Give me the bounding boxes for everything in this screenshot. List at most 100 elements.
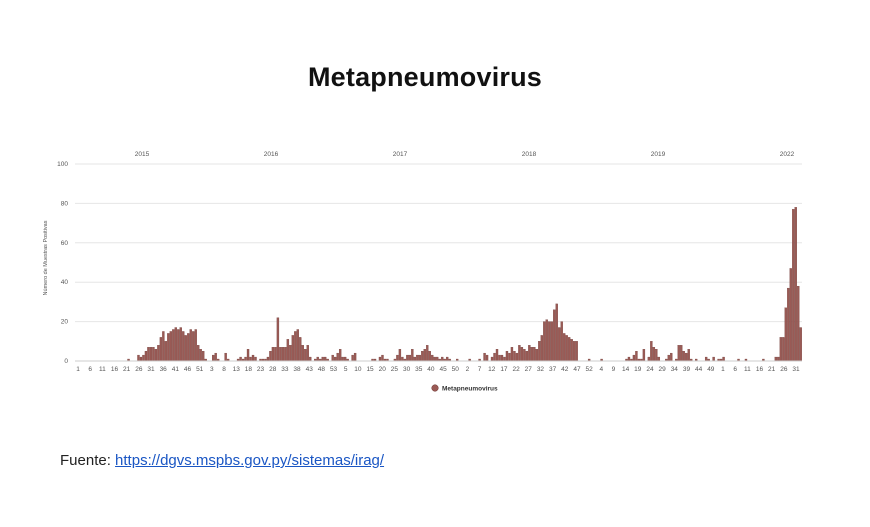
bar	[553, 309, 556, 362]
bar	[182, 331, 185, 362]
x-tick-label: 13	[233, 366, 241, 373]
source-link[interactable]: https://dgvs.mspbs.gov.py/sistemas/irag/	[115, 452, 385, 469]
x-tick-label: 35	[415, 366, 423, 373]
bar	[224, 352, 227, 362]
bar	[518, 345, 521, 362]
year-label: 2019	[651, 151, 666, 158]
y-tick-label: 60	[61, 240, 69, 247]
bar	[560, 321, 563, 362]
bar	[421, 350, 424, 362]
x-tick-label: 28	[269, 366, 277, 373]
bar	[565, 335, 568, 362]
y-tick-label: 0	[64, 358, 68, 365]
bar	[331, 354, 334, 362]
bar	[528, 345, 531, 362]
bar	[174, 327, 178, 362]
bar	[441, 356, 444, 362]
bar	[540, 335, 543, 362]
bar	[682, 350, 685, 362]
x-tick-label: 6	[733, 366, 737, 373]
x-tick-label: 21	[768, 366, 776, 373]
bar	[777, 356, 780, 362]
bar	[157, 345, 160, 362]
y-tick-label: 80	[61, 200, 69, 207]
x-tick-label: 23	[257, 366, 265, 373]
bar	[490, 356, 494, 362]
grid-lines	[75, 163, 802, 323]
bar	[799, 327, 802, 362]
bar	[321, 356, 324, 362]
bar	[239, 356, 242, 362]
x-tick-label: 19	[634, 366, 642, 373]
bar	[187, 333, 190, 362]
x-tick-label: 10	[354, 366, 362, 373]
x-tick-label: 47	[573, 366, 581, 373]
x-tick-label: 20	[379, 366, 387, 373]
x-tick-label: 32	[537, 366, 545, 373]
bar	[523, 349, 526, 362]
bar	[167, 333, 170, 362]
bar	[520, 347, 524, 362]
bar	[792, 209, 795, 362]
x-tick-label: 42	[561, 366, 569, 373]
bar	[299, 337, 302, 362]
bar	[548, 321, 551, 362]
bar	[142, 354, 145, 362]
bar	[483, 352, 486, 362]
bar	[249, 356, 252, 362]
bar	[152, 347, 155, 362]
bars	[127, 207, 802, 362]
bar	[309, 356, 312, 362]
x-tick-label: 48	[318, 366, 326, 373]
y-axis-label-group: Número de Muestras Positivas	[43, 220, 49, 295]
bar	[381, 354, 384, 362]
bar	[498, 354, 501, 362]
bar	[543, 321, 546, 362]
x-tick-label: 16	[111, 366, 119, 373]
year-label: 2017	[393, 151, 408, 158]
bar	[351, 354, 354, 362]
bar	[685, 352, 688, 362]
x-tick-label: 49	[707, 366, 715, 373]
bar	[401, 356, 404, 362]
bar	[635, 350, 638, 362]
y-tick-label: 100	[57, 161, 68, 168]
bar	[172, 329, 175, 362]
source-note: Fuente: https://dgvs.mspbs.gov.py/sistem…	[60, 452, 384, 469]
x-tick-label: 12	[488, 366, 496, 373]
bar	[306, 345, 309, 362]
bar	[677, 345, 680, 362]
bar	[281, 347, 285, 362]
bar	[797, 285, 800, 362]
bar	[254, 356, 257, 362]
page-title: Metapneumovirus	[307, 62, 543, 92]
bar	[563, 333, 566, 362]
bar	[199, 349, 202, 362]
y-tick-label: 20	[61, 319, 69, 326]
x-tick-labels: 1 6 11 16 21 26 31 36 41 46 51 3 8 13 18 23 28 33 38 43 48 53…	[76, 366, 800, 373]
source-label: Fuente:	[60, 452, 111, 469]
x-tick-label: 8	[222, 366, 226, 373]
bar	[667, 354, 670, 362]
bar	[179, 327, 182, 362]
bar	[276, 317, 280, 362]
x-tick-label: 27	[525, 366, 533, 373]
bar	[485, 354, 489, 362]
legend[interactable]: Metapneumovirus	[431, 384, 498, 393]
x-tick-label: 51	[196, 366, 204, 373]
bar	[294, 331, 297, 362]
x-tick-label: 3	[210, 366, 214, 373]
bar	[192, 331, 195, 362]
year-label: 2015	[135, 151, 150, 158]
bar	[794, 207, 797, 362]
x-tick-label: 53	[330, 366, 338, 373]
x-tick-label: 24	[646, 366, 654, 373]
bar	[627, 356, 631, 362]
x-tick-label: 44	[695, 366, 703, 373]
bar	[428, 350, 431, 362]
bar	[652, 347, 656, 362]
x-tick-label: 15	[366, 366, 374, 373]
bar	[408, 354, 412, 362]
bar	[570, 339, 573, 362]
y-axis-label: Número de Muestras Positivas	[43, 220, 49, 295]
